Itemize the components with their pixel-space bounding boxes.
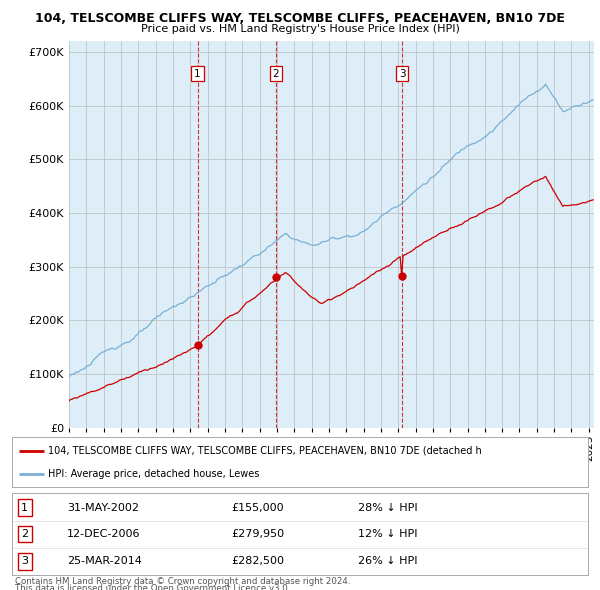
Text: 25-MAR-2014: 25-MAR-2014 <box>67 556 142 566</box>
Text: 1: 1 <box>21 503 28 513</box>
Text: 12-DEC-2006: 12-DEC-2006 <box>67 529 140 539</box>
Text: 26% ↓ HPI: 26% ↓ HPI <box>358 556 417 566</box>
Text: Price paid vs. HM Land Registry's House Price Index (HPI): Price paid vs. HM Land Registry's House … <box>140 24 460 34</box>
Text: This data is licensed under the Open Government Licence v3.0.: This data is licensed under the Open Gov… <box>15 584 290 590</box>
Text: Contains HM Land Registry data © Crown copyright and database right 2024.: Contains HM Land Registry data © Crown c… <box>15 577 350 586</box>
Text: £155,000: £155,000 <box>231 503 284 513</box>
Text: 12% ↓ HPI: 12% ↓ HPI <box>358 529 417 539</box>
Text: 31-MAY-2002: 31-MAY-2002 <box>67 503 139 513</box>
Text: 1: 1 <box>194 68 201 78</box>
Text: 28% ↓ HPI: 28% ↓ HPI <box>358 503 417 513</box>
Text: HPI: Average price, detached house, Lewes: HPI: Average price, detached house, Lewe… <box>48 469 259 479</box>
Text: 3: 3 <box>399 68 406 78</box>
Text: 104, TELSCOMBE CLIFFS WAY, TELSCOMBE CLIFFS, PEACEHAVEN, BN10 7DE (detached h: 104, TELSCOMBE CLIFFS WAY, TELSCOMBE CLI… <box>48 445 481 455</box>
Text: 3: 3 <box>21 556 28 566</box>
Text: £279,950: £279,950 <box>231 529 284 539</box>
Text: £282,500: £282,500 <box>231 556 284 566</box>
Text: 2: 2 <box>21 529 28 539</box>
Text: 104, TELSCOMBE CLIFFS WAY, TELSCOMBE CLIFFS, PEACEHAVEN, BN10 7DE: 104, TELSCOMBE CLIFFS WAY, TELSCOMBE CLI… <box>35 12 565 25</box>
Text: 2: 2 <box>273 68 280 78</box>
